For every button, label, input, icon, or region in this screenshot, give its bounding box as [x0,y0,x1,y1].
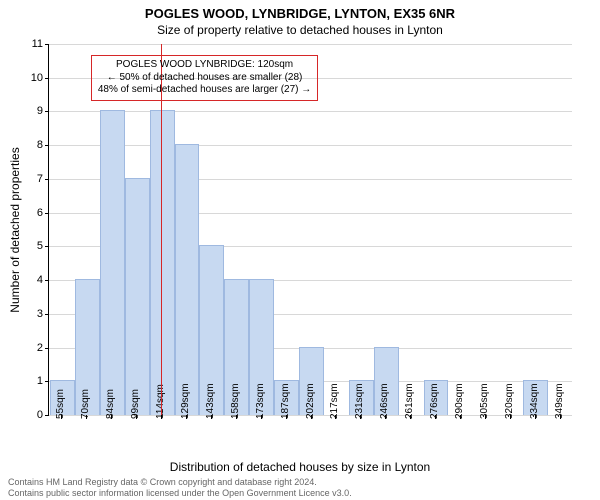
x-tick-label: 217sqm [329,383,340,419]
x-tick-label: 143sqm [205,383,216,419]
chart-title: POGLES WOOD, LYNBRIDGE, LYNTON, EX35 6NR [0,0,600,21]
y-tick-label: 4 [37,274,49,286]
gridline [49,44,572,45]
y-tick-label: 7 [37,173,49,185]
x-tick-label: 320sqm [504,383,515,419]
x-tick-label: 246sqm [379,383,390,419]
x-tick-label: 349sqm [554,383,565,419]
callout-line: POGLES WOOD LYNBRIDGE: 120sqm [98,59,311,72]
y-tick-label: 0 [37,409,49,421]
gridline [49,145,572,146]
footer-line-1: Contains HM Land Registry data © Crown c… [8,477,352,487]
callout-line: ← 50% of detached houses are smaller (28… [98,72,311,85]
footer-attribution: Contains HM Land Registry data © Crown c… [8,477,352,498]
x-tick-label: 84sqm [105,389,116,419]
x-tick-label: 290sqm [454,383,465,419]
chart-plot-area: 0123456789101155sqm70sqm84sqm99sqm114sqm… [48,44,572,416]
x-tick-label: 334sqm [529,383,540,419]
y-tick-label: 3 [37,308,49,320]
x-tick-label: 173sqm [255,383,266,419]
x-tick-label: 305sqm [479,383,490,419]
y-tick-label: 9 [37,105,49,117]
x-tick-label: 158sqm [230,383,241,419]
y-tick-label: 1 [37,375,49,387]
histogram-bar [175,144,200,415]
x-tick-label: 276sqm [429,383,440,419]
y-tick-label: 8 [37,139,49,151]
x-tick-label: 187sqm [280,383,291,419]
x-axis-label: Distribution of detached houses by size … [0,460,600,474]
y-tick-label: 10 [31,72,49,84]
x-tick-label: 99sqm [130,389,141,419]
x-tick-label: 202sqm [305,383,316,419]
y-tick-label: 2 [37,342,49,354]
x-tick-label: 261sqm [404,383,415,419]
histogram-bar [125,178,150,415]
gridline [49,111,572,112]
callout-line: 48% of semi-detached houses are larger (… [98,84,311,97]
x-tick-label: 70sqm [80,389,91,419]
callout-box: POGLES WOOD LYNBRIDGE: 120sqm← 50% of de… [91,55,318,101]
histogram-bar [100,110,125,415]
x-tick-label: 55sqm [55,389,66,419]
chart-subtitle: Size of property relative to detached ho… [0,21,600,41]
y-tick-label: 6 [37,207,49,219]
x-tick-label: 129sqm [180,383,191,419]
footer-line-2: Contains public sector information licen… [8,488,352,498]
y-axis-label: Number of detached properties [8,147,22,312]
x-tick-label: 231sqm [354,383,365,419]
y-tick-label: 5 [37,240,49,252]
y-tick-label: 11 [32,38,49,50]
